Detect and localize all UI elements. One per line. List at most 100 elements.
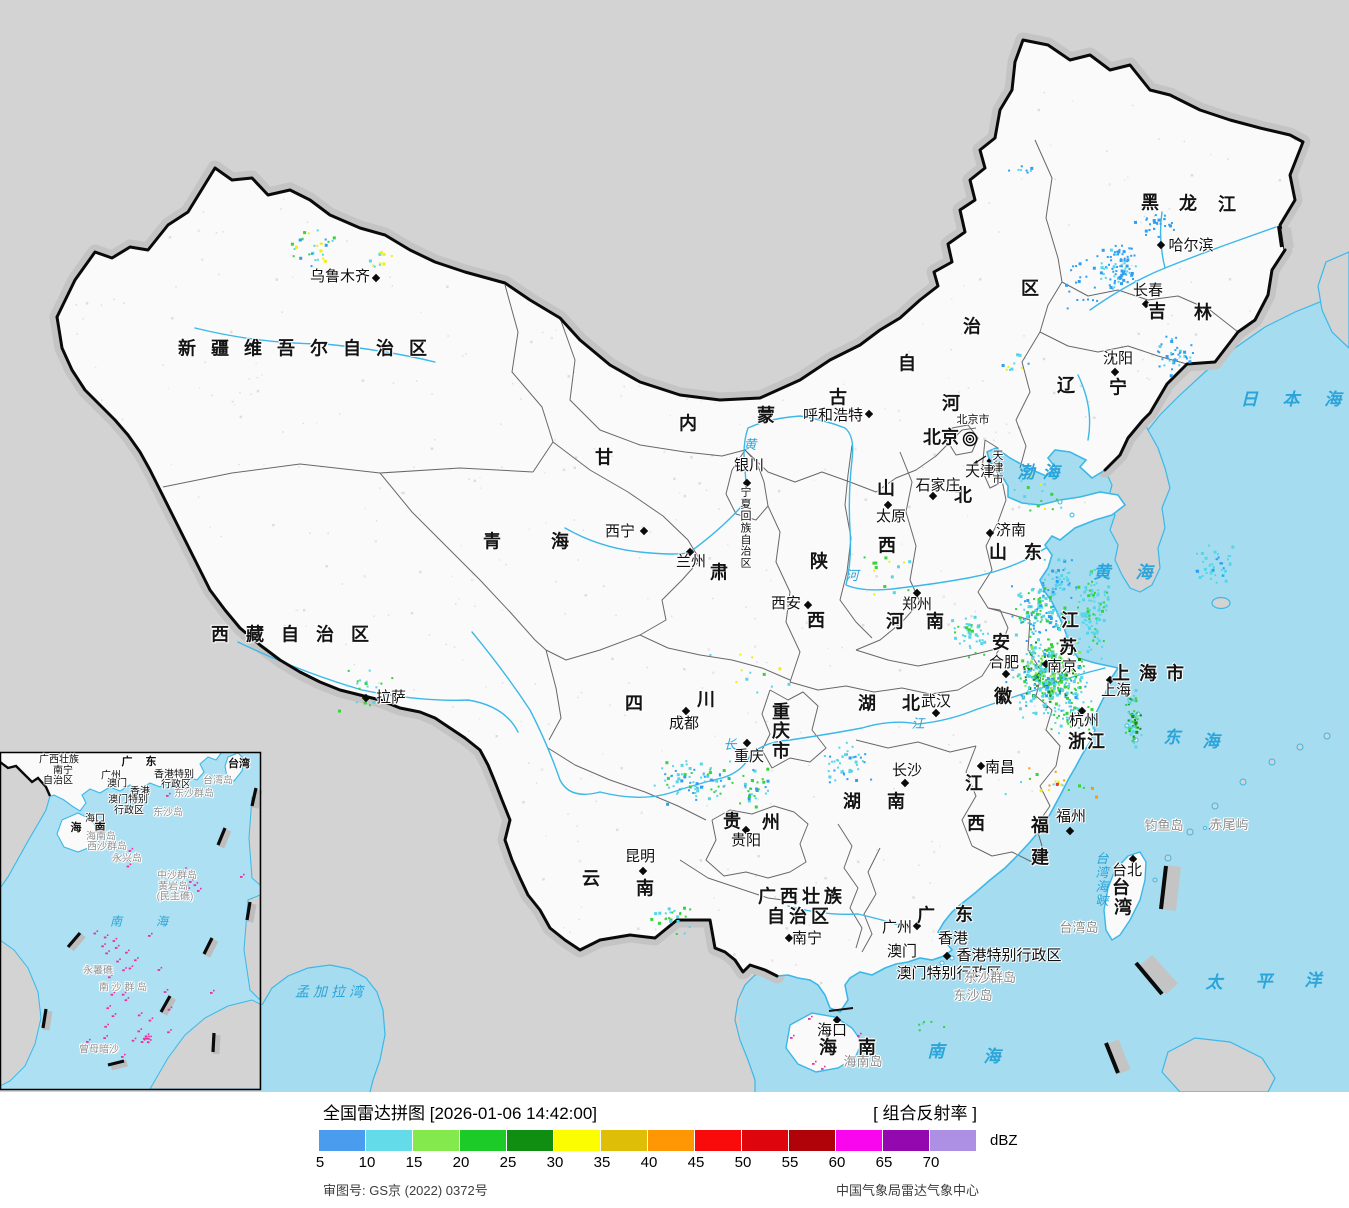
bay-of-bengal: [262, 965, 385, 1092]
scale-tick: 60: [828, 1154, 846, 1171]
city-marker: [639, 526, 649, 536]
city-marker: [681, 706, 691, 716]
legend-bar: 全国雷达拼图 [2026-01-06 14:42:00] [ 组合反射率 ] 5…: [0, 1092, 1349, 1208]
city-marker: [883, 500, 893, 510]
hainan-island: [785, 1012, 863, 1073]
city-marker: [900, 778, 910, 788]
city-marker: [1077, 706, 1087, 716]
city-marker: [942, 951, 952, 961]
scale-tick: 5: [315, 1154, 325, 1171]
city-marker: [931, 708, 941, 718]
inset-taiwan: [224, 752, 245, 782]
china-coastline: [776, 447, 1127, 1013]
city-marker: [1110, 367, 1120, 377]
colorbar-segment: [883, 1130, 929, 1151]
colorbar-segment: [413, 1130, 459, 1151]
sea-area: [738, 292, 1349, 1092]
city-marker: [638, 866, 648, 876]
scale-tick: 35: [593, 1154, 611, 1171]
city-marker: [371, 273, 381, 283]
scale-tick: 15: [405, 1154, 423, 1171]
city-marker: [864, 409, 874, 419]
inset-dash-line: [41, 787, 263, 1071]
inset-reef-marks: [86, 792, 245, 1058]
ryukyu-islands: [1152, 732, 1331, 883]
map-canvas: [0, 0, 1349, 1092]
scale-tick: 70: [922, 1154, 940, 1171]
city-marker: [986, 458, 992, 464]
scale-tick: 65: [875, 1154, 893, 1171]
inset-vietnam-coast: [0, 795, 51, 889]
city-marker: [803, 600, 813, 610]
scale-tick: 20: [452, 1154, 470, 1171]
inset-indochina-west: [0, 939, 42, 1087]
agency-credit: 中国气象局雷达气象中心: [835, 1183, 979, 1198]
city-marker: [912, 588, 922, 598]
taiwan-island: [1103, 851, 1147, 941]
scale-tick: 45: [687, 1154, 705, 1171]
city-marker: [928, 491, 938, 501]
city-marker: [912, 921, 922, 931]
reef-marks: [790, 1015, 862, 1070]
unit-label: dBZ: [990, 1132, 1018, 1149]
south-china-sea-inset: [0, 751, 263, 1091]
city-marker: [741, 825, 751, 835]
city-marker: [361, 693, 371, 703]
scale-tick: 50: [734, 1154, 752, 1171]
city-markers: [46, 240, 1216, 1025]
colorbar-segment: [554, 1130, 600, 1151]
boundary-dashes: [1104, 225, 1294, 1075]
city-marker: [1156, 240, 1166, 250]
colorbar-segment: [648, 1130, 694, 1151]
inset-hainan: [56, 812, 100, 853]
rivers: [194, 211, 1277, 929]
city-marker: [742, 738, 752, 748]
inset-vietnam: [0, 762, 50, 888]
city-marker: [1065, 826, 1075, 836]
inset-border: [0, 751, 262, 1091]
colorbar-segment: [601, 1130, 647, 1151]
tianjin-pointer: [969, 455, 987, 467]
colorbar-segment: [460, 1130, 506, 1151]
luzon-island: [1161, 1037, 1276, 1092]
china-radar-map: 黑龙江吉林辽宁新 疆 维 吾 尔 自 治 区内蒙古自治区河北山西山东河南陕西甘肃…: [0, 0, 1349, 1092]
city-marker: [1105, 675, 1115, 685]
colorbar-segment: [836, 1130, 882, 1151]
colorbar-segment: [930, 1130, 976, 1151]
indochina-land: [420, 945, 777, 1092]
city-marker: [1041, 659, 1051, 669]
inset-mainland: [0, 752, 222, 811]
mosaic-title: 全国雷达拼图 [2026-01-06 14:42:00]: [323, 1104, 598, 1123]
city-marker: [1141, 299, 1151, 309]
jeju-island: [1211, 596, 1231, 610]
colorbar-segment: [789, 1130, 835, 1151]
city-marker: [784, 933, 794, 943]
inset-vietnam-border: [0, 761, 52, 797]
reflectivity-colorbar: [319, 1130, 977, 1151]
colorbar-segment: [695, 1130, 741, 1151]
product-name: [ 组合反射率 ]: [873, 1104, 977, 1123]
islet-tick: [1208, 825, 1216, 830]
scale-tick: 10: [358, 1154, 376, 1171]
colorbar-segment: [507, 1130, 553, 1151]
bengal-coastline: [261, 964, 386, 1092]
colorbar-segment: [319, 1130, 365, 1151]
city-marker: [832, 1015, 842, 1025]
city-marker: [742, 478, 752, 488]
scale-tick: 40: [640, 1154, 658, 1171]
city-marker: [1001, 669, 1011, 679]
japan-corner: [1317, 251, 1349, 349]
capital-marker: [962, 431, 978, 447]
scale-tick: 55: [781, 1154, 799, 1171]
qiongzhou-strait-mark: [828, 1007, 854, 1012]
scale-tick: 30: [546, 1154, 564, 1171]
city-marker: [685, 547, 695, 557]
city-marker: [976, 761, 986, 771]
city-marker: [1128, 854, 1138, 864]
colorbar-segment: [366, 1130, 412, 1151]
scale-tick: 25: [499, 1154, 517, 1171]
colorbar-segment: [742, 1130, 788, 1151]
city-marker: [985, 528, 995, 538]
china-landmass: [57, 40, 1303, 1012]
